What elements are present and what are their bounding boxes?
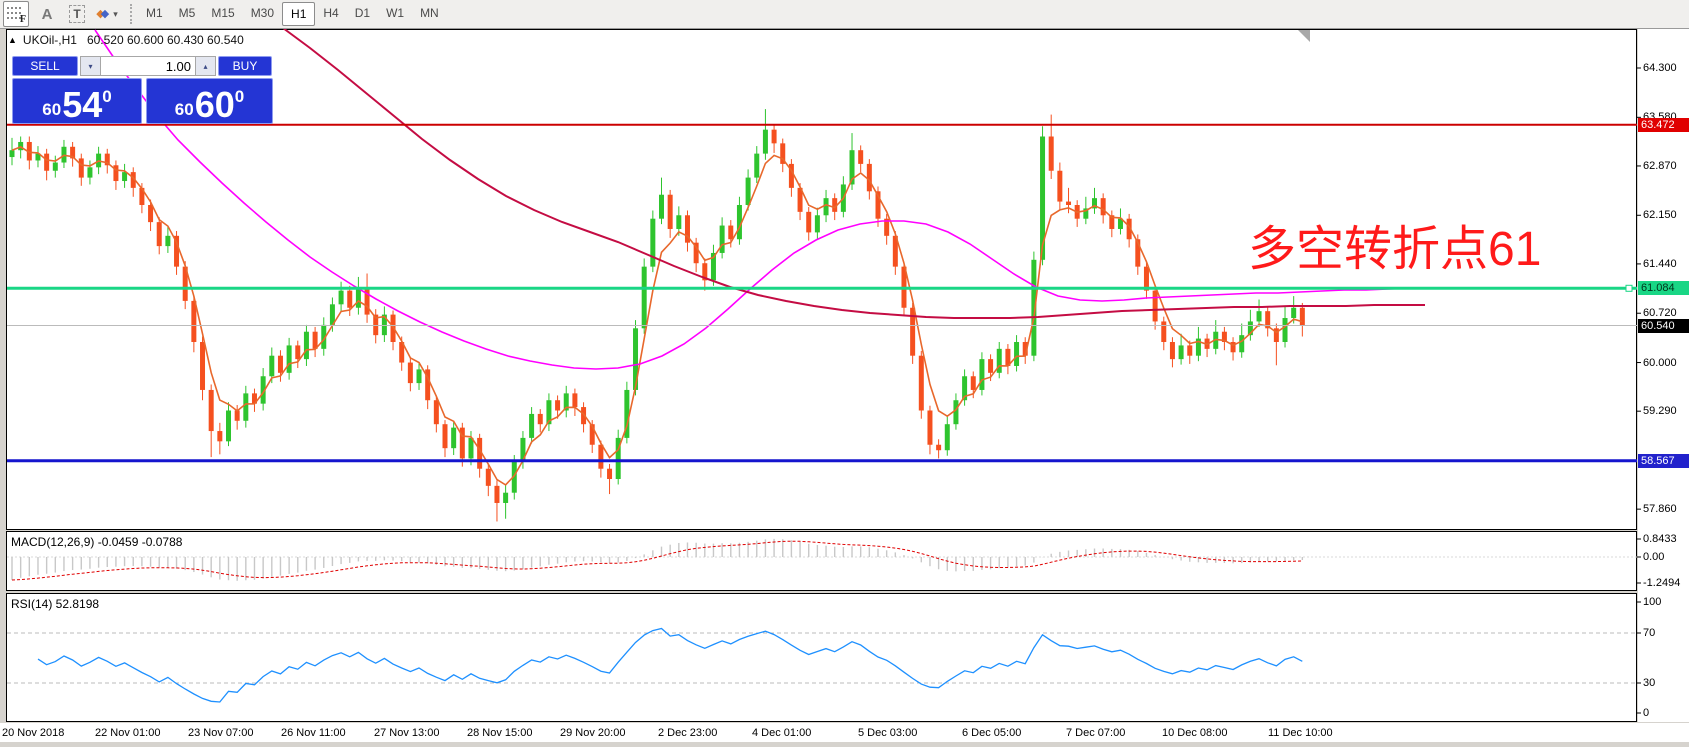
time-axis-label: 4 Dec 01:00 (752, 727, 812, 739)
window-bottom-edge (0, 742, 1689, 747)
timeframe-button-h1[interactable]: H1 (282, 2, 316, 26)
time-axis-label: 5 Dec 03:00 (858, 727, 918, 739)
rsi-tick-label: 100 (1643, 596, 1662, 608)
macd-tick-label: 0.00 (1643, 551, 1665, 563)
price-tick-label: 60.000 (1643, 356, 1677, 369)
timeframe-button-d1[interactable]: D1 (354, 6, 371, 20)
time-axis-label: 26 Nov 11:00 (281, 727, 346, 739)
timeframe-button-group: M1 M5 M15 M30 H1 H4 D1 W1 MN (138, 2, 447, 26)
rsi-tick-label: 0 (1643, 707, 1650, 719)
timeframe-button-m1[interactable]: M1 (146, 6, 163, 20)
text-tool-button[interactable]: T (65, 2, 89, 26)
price-line-label: 61.084 (1638, 281, 1689, 296)
sell-button[interactable]: SELL (12, 56, 78, 76)
volume-increase-button[interactable]: ▴ (195, 56, 216, 76)
time-axis-label: 7 Dec 07:00 (1066, 727, 1126, 739)
buy-price-int: 60 (174, 100, 194, 119)
buy-price-point: 0 (234, 87, 245, 106)
macd-tick-label: -1.2494 (1643, 577, 1681, 589)
macd-indicator-label: MACD(12,26,9) -0.0459 -0.0788 (11, 535, 183, 549)
rsi-indicator-label: RSI(14) 52.8198 (11, 597, 100, 611)
time-axis[interactable] (0, 723, 1689, 742)
price-line-label: 63.472 (1638, 117, 1689, 132)
price-tick-label: 57.860 (1643, 503, 1677, 516)
price-tick-label: 62.870 (1643, 159, 1677, 172)
price-tick-label: 59.290 (1643, 405, 1677, 418)
time-axis-label: 22 Nov 01:00 (95, 727, 161, 739)
price-line-label: 58.567 (1638, 453, 1689, 468)
price-axis[interactable] (1638, 29, 1689, 722)
macd-panel[interactable] (6, 531, 1637, 591)
rsi-panel[interactable] (6, 593, 1637, 722)
rsi-tick-label: 30 (1643, 677, 1656, 689)
arrows-tool-button[interactable]: ◆ ◆ ▾ (95, 2, 119, 26)
chevron-down-icon: ▾ (88, 61, 93, 71)
fibonacci-tool-button[interactable]: F (3, 1, 29, 27)
symbol-marker-icon: ▲ (8, 35, 17, 45)
toolbar: F A T ◆ ◆ ▾ M1 M5 M15 M30 H1 H4 D1 W1 MN (0, 0, 1689, 29)
ohlc-values: 60.520 60.600 60.430 60.540 (86, 33, 244, 47)
time-axis-label: 20 Nov 2018 (2, 727, 65, 739)
price-tick-label: 62.150 (1643, 209, 1677, 222)
time-axis-label: 27 Nov 13:00 (374, 727, 440, 739)
chart-header: ▲ UKOil-,H1 60.520 60.600 60.430 60.540 (8, 33, 244, 47)
buy-price-pips: 60 (194, 83, 235, 125)
rsi-tick-label: 70 (1643, 627, 1656, 639)
time-axis-label: 6 Dec 05:00 (962, 727, 1022, 739)
text-label-icon: A (41, 5, 53, 23)
toolbar-separator (130, 4, 132, 24)
price-tick-label: 61.440 (1643, 257, 1677, 270)
timeframe-button-h4[interactable]: H4 (323, 6, 339, 20)
price-tick-label: 64.300 (1643, 62, 1677, 74)
volume-decrease-button[interactable]: ▾ (80, 56, 101, 76)
timeframe-button-m15[interactable]: M15 (211, 6, 235, 20)
timeframe-button-m30[interactable]: M30 (250, 6, 275, 20)
volume-input[interactable] (101, 56, 195, 76)
sell-price-button[interactable]: 60 54 0 (12, 78, 142, 124)
arrow-shape-icon: ◆ (100, 7, 110, 20)
time-axis-label: 10 Dec 08:00 (1162, 727, 1228, 739)
price-line-label: 60.540 (1638, 318, 1689, 333)
buy-price-button[interactable]: 60 60 0 (146, 78, 273, 124)
timeframe-button-mn[interactable]: MN (420, 6, 439, 20)
chevron-up-icon: ▴ (203, 61, 208, 71)
sell-price-point: 0 (102, 87, 112, 106)
macd-tick-label: 0.8433 (1643, 533, 1677, 545)
text-icon: T (69, 5, 85, 23)
time-axis-label: 29 Nov 20:00 (560, 727, 626, 739)
time-axis-label: 23 Nov 07:00 (188, 727, 254, 739)
chevron-down-icon: ▾ (113, 8, 118, 19)
one-click-trading-panel: SELL ▾ ▴ BUY 60 54 0 60 60 0 (12, 56, 273, 124)
price-tick-label: 60.720 (1643, 307, 1677, 320)
buy-button[interactable]: BUY (218, 56, 272, 76)
timeframe-button-w1[interactable]: W1 (386, 6, 405, 20)
sell-price-int: 60 (42, 100, 62, 119)
time-axis-label: 28 Nov 15:00 (467, 727, 533, 739)
sell-price-pips: 54 (62, 83, 103, 125)
time-axis-label: 11 Dec 10:00 (1268, 727, 1333, 739)
symbol-title: UKOil-,H1 (22, 33, 77, 47)
time-axis-label: 2 Dec 23:00 (658, 727, 718, 739)
arrow-shape-icon: ◆ (96, 7, 105, 20)
timeframe-button-m5[interactable]: M5 (178, 6, 196, 20)
text-label-tool-button[interactable]: A (35, 2, 59, 26)
fibonacci-icon: F (7, 6, 26, 25)
chart-annotation-text[interactable]: 多空转折点61 (1248, 223, 1542, 276)
